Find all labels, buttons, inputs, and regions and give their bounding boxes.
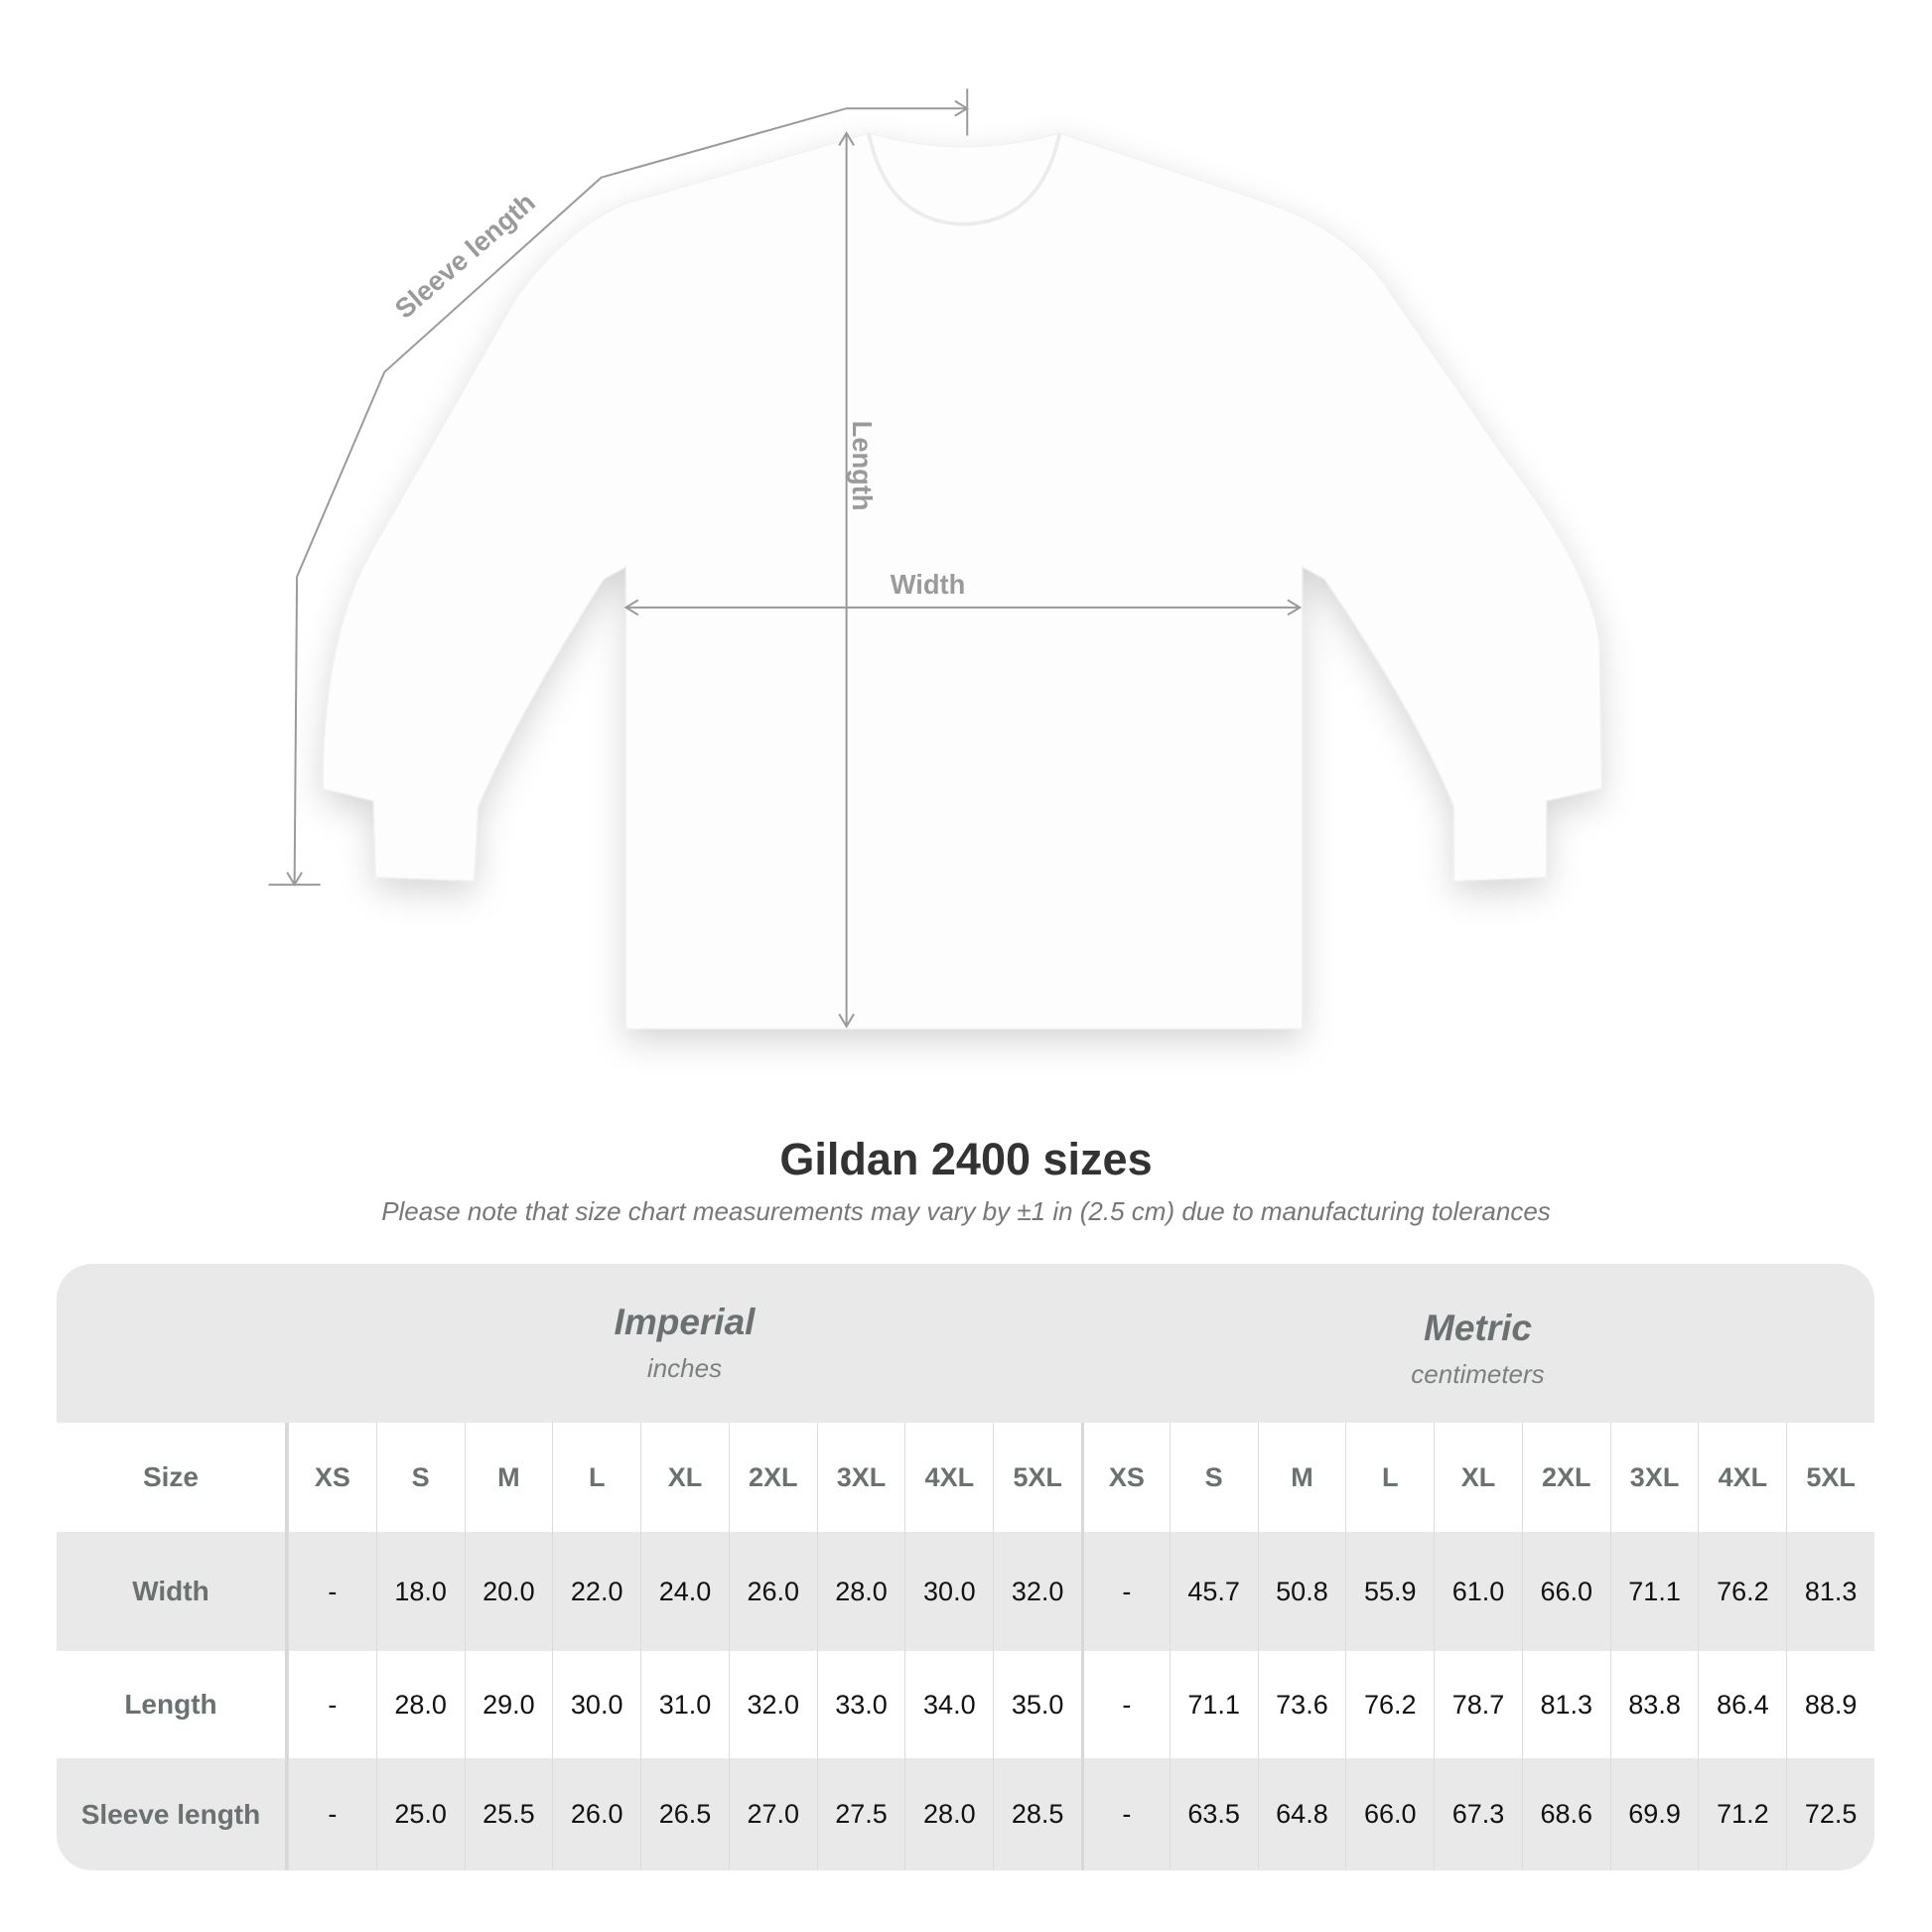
metric-value-cell: 63.5 [1169, 1758, 1258, 1870]
size-header-cell: L [552, 1423, 640, 1532]
table-row: Sleeve length -25.0 25.5 26.0 26.5 27.0 27.5 28… [57, 1758, 1874, 1870]
imperial-value-cell: 30.0 [552, 1651, 640, 1758]
metric-value-cell: 68.6 [1521, 1758, 1610, 1870]
row-label: Sleeve length [57, 1758, 288, 1870]
size-header-cell: M [464, 1423, 553, 1532]
imperial-value-cell: 26.0 [552, 1758, 640, 1870]
metric-value-cell: 71.1 [1609, 1532, 1699, 1651]
imperial-value-cell: 26.5 [640, 1758, 729, 1870]
collar [867, 132, 1062, 226]
metric-value-cell: - [1080, 1532, 1170, 1651]
imperial-value-cell: 27.5 [816, 1758, 905, 1870]
metric-value-cell: 55.9 [1345, 1532, 1434, 1651]
metric-value-cell: 76.2 [1345, 1651, 1434, 1758]
size-header-cell: XS [287, 1423, 376, 1532]
size-header-cell: XS [1080, 1423, 1170, 1532]
imperial-value-cell: 34.0 [904, 1651, 993, 1758]
metric-value-cell: 72.5 [1786, 1758, 1874, 1870]
imperial-value-cell: 30.0 [904, 1532, 993, 1651]
imperial-unit: inches [646, 1353, 723, 1383]
length-label: Length [847, 421, 878, 511]
long-sleeve-shirt [322, 132, 1603, 1030]
size-header-cell: S [1169, 1423, 1258, 1532]
metric-value-cell: 76.2 [1698, 1532, 1786, 1651]
metric-value-cell: 64.8 [1257, 1758, 1346, 1870]
size-header-cell: 2XL [728, 1423, 817, 1532]
size-header-cell: 5XL [993, 1423, 1081, 1532]
metric-header: Metric centimeters [1081, 1264, 1874, 1423]
table-row: Length -28.0 29.0 30.0 31.0 32.0 33.0 34.0 35.0-… [57, 1651, 1874, 1758]
row-label: Width [57, 1532, 288, 1651]
size-header-cell: 4XL [904, 1423, 993, 1532]
size-header-cell: XL [640, 1423, 729, 1532]
size-header-cell: L [1345, 1423, 1434, 1532]
imperial-value-cell: 26.0 [728, 1532, 817, 1651]
size-header-cell: XL [1434, 1423, 1522, 1532]
width-label: Width [891, 569, 966, 600]
imperial-value-cell: 28.0 [816, 1532, 905, 1651]
imperial-value-cell: 20.0 [464, 1532, 553, 1651]
imperial-value-cell: 32.0 [993, 1532, 1081, 1651]
imperial-value-cell: 25.0 [375, 1758, 465, 1870]
metric-label: Metric [1424, 1308, 1532, 1348]
metric-value-cell: 86.4 [1698, 1651, 1786, 1758]
metric-value-cell: 45.7 [1169, 1532, 1258, 1651]
size-header-cell: S [375, 1423, 465, 1532]
metric-value-cell: 66.0 [1521, 1532, 1610, 1651]
size-header-cell: 2XL [1521, 1423, 1610, 1532]
metric-unit: centimeters [1411, 1359, 1545, 1389]
tolerance-note: Please note that size chart measurements… [381, 1196, 1551, 1226]
page-title: Gildan 2400 sizes [779, 1134, 1153, 1184]
metric-value-cell: 78.7 [1434, 1651, 1522, 1758]
imperial-value-cell: 35.0 [993, 1651, 1081, 1758]
metric-value-cell: 66.0 [1345, 1758, 1434, 1870]
imperial-value-cell: - [287, 1532, 376, 1651]
imperial-value-cell: 29.0 [464, 1651, 553, 1758]
imperial-value-cell: 28.0 [375, 1651, 465, 1758]
imperial-label: Imperial [614, 1302, 756, 1342]
imperial-value-cell: 32.0 [728, 1651, 817, 1758]
imperial-value-cell: 28.5 [993, 1758, 1081, 1870]
imperial-value-cell: - [287, 1758, 376, 1870]
metric-value-cell: 73.6 [1257, 1651, 1346, 1758]
size-table: Imperial inches Metric centimeters Size X… [57, 1264, 1874, 1870]
metric-value-cell: - [1080, 1651, 1170, 1758]
imperial-header: Imperial inches [288, 1264, 1081, 1423]
metric-value-cell: 71.2 [1698, 1758, 1786, 1870]
metric-value-cell: 88.9 [1786, 1651, 1874, 1758]
metric-value-cell: - [1080, 1758, 1170, 1870]
metric-value-cell: 83.8 [1609, 1651, 1699, 1758]
size-header-cell: 4XL [1698, 1423, 1786, 1532]
metric-value-cell: 50.8 [1257, 1532, 1346, 1651]
measure-lines [268, 88, 1303, 1029]
size-header-cell: 5XL [1786, 1423, 1874, 1532]
metric-value-cell: 71.1 [1169, 1651, 1258, 1758]
imperial-value-cell: 27.0 [728, 1758, 817, 1870]
size-header-cell: M [1257, 1423, 1346, 1532]
metric-value-cell: 81.3 [1521, 1651, 1610, 1758]
metric-value-cell: 61.0 [1434, 1532, 1522, 1651]
table-row: Width -18.0 20.0 22.0 24.0 26.0 28.0 30.0 32.0-4… [57, 1532, 1874, 1651]
imperial-value-cell: 28.0 [904, 1758, 993, 1870]
imperial-value-cell: 25.5 [464, 1758, 553, 1870]
imperial-value-cell: - [287, 1651, 376, 1758]
imperial-value-cell: 22.0 [552, 1532, 640, 1651]
metric-value-cell: 67.3 [1434, 1758, 1522, 1870]
size-header-row: Size XS S M L XL 2XL 3XL 4XL 5XL XS S M L XL 2XL 3XL 4XL 5… [57, 1423, 1874, 1532]
imperial-value-cell: 33.0 [816, 1651, 905, 1758]
imperial-value-cell: 18.0 [375, 1532, 465, 1651]
row-label: Length [57, 1651, 288, 1758]
size-header-cell: 3XL [1609, 1423, 1699, 1532]
imperial-value-cell: 31.0 [640, 1651, 729, 1758]
metric-value-cell: 69.9 [1609, 1758, 1699, 1870]
row-label: Size [57, 1423, 288, 1532]
metric-value-cell: 81.3 [1786, 1532, 1874, 1651]
imperial-value-cell: 24.0 [640, 1532, 729, 1651]
size-header-cell: 3XL [816, 1423, 905, 1532]
